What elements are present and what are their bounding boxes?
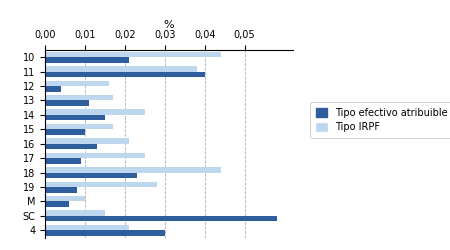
Bar [45, 66, 197, 72]
Bar [45, 187, 77, 192]
Bar [45, 172, 137, 178]
Bar [45, 202, 69, 207]
Bar [45, 138, 129, 144]
Bar [45, 210, 105, 216]
Bar [45, 115, 105, 120]
Bar [45, 72, 205, 77]
Bar [45, 153, 145, 158]
Bar [45, 95, 113, 100]
Bar [45, 57, 129, 63]
Bar [45, 216, 277, 221]
Bar [45, 230, 165, 236]
Bar [45, 129, 85, 135]
Bar [45, 52, 220, 57]
Bar [45, 225, 129, 230]
Bar [45, 86, 61, 92]
Bar [45, 144, 97, 149]
Bar [45, 196, 85, 202]
Bar [45, 182, 157, 187]
Legend: Tipo efectivo atribuible, Tipo IRPF: Tipo efectivo atribuible, Tipo IRPF [310, 102, 450, 138]
Title: Tributación de actividades económicas: Tributación de actividades económicas [33, 0, 305, 3]
X-axis label: %: % [163, 20, 174, 30]
Bar [45, 100, 89, 106]
Bar [45, 167, 220, 172]
Bar [45, 80, 109, 86]
Bar [45, 158, 81, 164]
Bar [45, 124, 113, 129]
Bar [45, 110, 145, 115]
